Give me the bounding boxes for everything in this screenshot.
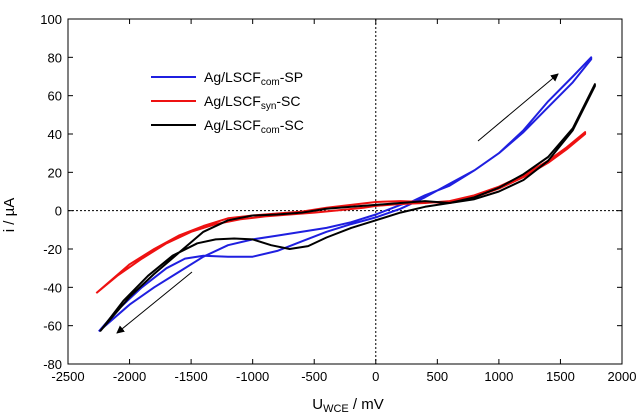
reverse-scan-arrow (116, 271, 193, 334)
forward-scan-arrow (477, 73, 559, 142)
legend-label-3: Ag/LSCFcom-SC (204, 117, 304, 136)
y-tick-label: -60 (43, 319, 62, 334)
series-line-3 (99, 83, 596, 333)
series-line-1 (98, 56, 593, 333)
x-tick-label: -500 (301, 369, 327, 384)
series-layer (95, 56, 596, 333)
y-axis-label: i / µA (1, 198, 18, 232)
x-tick-label: -1500 (174, 369, 207, 384)
x-axis-label: UWCE / mV (312, 396, 384, 414)
x-tick-label: 1000 (484, 369, 513, 384)
y-tick-label: 100 (40, 12, 62, 27)
y-tick-label: 40 (48, 127, 62, 142)
x-tick-label: 1500 (546, 369, 575, 384)
y-tick-label: -20 (43, 242, 62, 257)
legend-label-1: Ag/LSCFcom-SP (204, 69, 303, 88)
y-tick-label: -40 (43, 280, 62, 295)
series-line-2 (95, 131, 587, 294)
legend-label-2: Ag/LSCFsyn-SC (204, 93, 301, 112)
x-axis-label-main: U (312, 396, 323, 413)
y-tick-label: 0 (55, 204, 62, 219)
x-tick-label: 500 (426, 369, 448, 384)
y-tick-label: -80 (43, 357, 62, 372)
y-tick-label: 20 (48, 165, 62, 180)
legend: Ag/LSCFcom-SP Ag/LSCFsyn-SC Ag/LSCFcom-SC (151, 69, 304, 136)
x-tick-label: -2500 (51, 369, 84, 384)
x-tick-label: -2000 (113, 369, 146, 384)
x-tick-label: -1000 (236, 369, 269, 384)
axes: -2500 -2000 -1500 -1000 -500 0 500 1000 1500 2000… (40, 12, 636, 384)
y-tick-label: 80 (48, 50, 62, 65)
x-axis-label-unit: / mV (349, 396, 384, 413)
scan-direction-arrows (116, 73, 559, 334)
x-tick-label: 0 (372, 369, 379, 384)
x-tick-label: 2000 (608, 369, 637, 384)
plot-frame (67, 18, 623, 365)
x-axis-label-subscript: WCE (323, 403, 349, 414)
y-tick-label: 60 (48, 89, 62, 104)
